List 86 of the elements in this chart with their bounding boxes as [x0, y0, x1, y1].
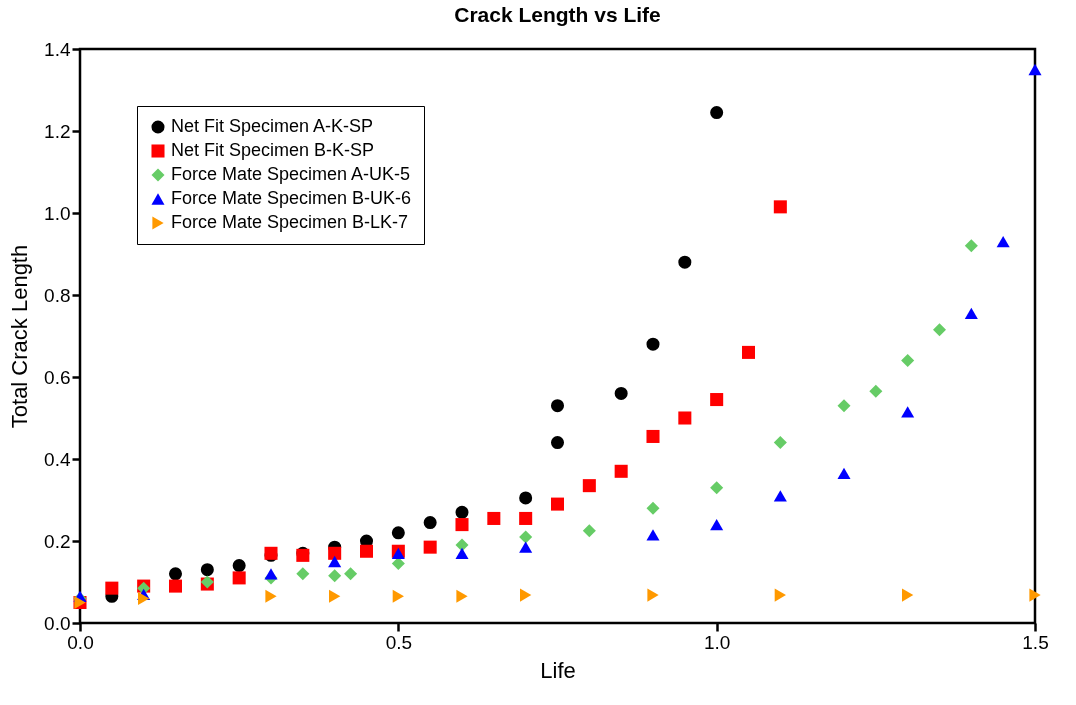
- point: [837, 467, 851, 479]
- point: [391, 526, 405, 540]
- point: [329, 589, 341, 603]
- point: [710, 518, 724, 531]
- legend-label: Force Mate Specimen A-UK-5: [171, 164, 411, 184]
- point: [265, 589, 277, 603]
- point: [774, 588, 786, 602]
- point: [741, 345, 756, 359]
- point: [710, 481, 724, 495]
- point: [519, 491, 533, 505]
- legend-label: Force Mate Specimen B-UK-6: [171, 188, 412, 208]
- point: [902, 588, 914, 602]
- y-tick-label: 0.6: [44, 366, 71, 388]
- point: [647, 588, 659, 602]
- point: [168, 579, 183, 593]
- point: [773, 490, 787, 502]
- point: [646, 337, 660, 351]
- y-tick-label: 0.8: [44, 284, 71, 306]
- y-axis-title: Total Crack Length: [7, 244, 33, 429]
- chart-title: Crack Length vs Life: [454, 3, 661, 26]
- point: [869, 384, 883, 398]
- point: [455, 505, 469, 519]
- point: [200, 563, 214, 577]
- point: [550, 497, 565, 511]
- point: [678, 255, 692, 269]
- point: [296, 567, 310, 581]
- point: [932, 323, 947, 337]
- x-tick-label: 1.5: [1022, 631, 1049, 653]
- point: [264, 568, 278, 580]
- point: [582, 479, 596, 493]
- point: [614, 386, 628, 400]
- point: [1029, 588, 1041, 602]
- point: [423, 540, 437, 554]
- point: [519, 511, 533, 525]
- legend-label: Force Mate Specimen B-LK-7: [171, 212, 409, 232]
- point: [359, 544, 374, 558]
- point: [423, 516, 437, 530]
- point: [344, 567, 358, 581]
- point: [996, 236, 1010, 248]
- point: [455, 547, 469, 559]
- y-tick-label: 0.0: [44, 612, 71, 634]
- point: [550, 436, 565, 450]
- point: [392, 589, 404, 603]
- x-tick-label: 1.0: [703, 631, 731, 653]
- point: [328, 555, 342, 568]
- x-tick-label: 0.5: [385, 631, 413, 653]
- point: [487, 511, 501, 525]
- y-tick-label: 1.4: [44, 38, 71, 60]
- point: [646, 501, 660, 515]
- point: [582, 524, 596, 538]
- point: [138, 591, 150, 605]
- point: [456, 589, 468, 603]
- point: [232, 559, 246, 573]
- point: [773, 200, 787, 214]
- point: [964, 307, 978, 320]
- point: [168, 567, 183, 581]
- y-tick-label: 1.0: [44, 202, 71, 224]
- point: [901, 406, 915, 418]
- point: [710, 393, 724, 407]
- point: [520, 588, 532, 602]
- point: [1028, 63, 1042, 76]
- point: [232, 571, 246, 585]
- point: [519, 530, 533, 544]
- y-tick-label: 1.2: [44, 120, 71, 142]
- y-tick-label: 0.4: [44, 448, 71, 470]
- point: [105, 581, 119, 595]
- point: [391, 557, 405, 571]
- point: [614, 464, 628, 478]
- point: [837, 399, 851, 413]
- x-tick-label: 0.0: [67, 631, 94, 653]
- point: [710, 106, 724, 120]
- point: [678, 411, 692, 425]
- point: [328, 569, 342, 583]
- point: [773, 436, 787, 450]
- legend-label: Net Fit Specimen A-K-SP: [171, 116, 374, 136]
- point: [646, 429, 660, 443]
- point: [455, 538, 469, 552]
- point: [519, 541, 533, 553]
- x-axis-title: Life: [540, 657, 576, 683]
- point: [901, 354, 915, 368]
- legend-label: Net Fit Specimen B-K-SP: [171, 140, 375, 160]
- point: [328, 546, 342, 560]
- point: [550, 399, 565, 413]
- point: [455, 518, 469, 532]
- y-tick-label: 0.2: [44, 530, 71, 552]
- point: [964, 239, 978, 253]
